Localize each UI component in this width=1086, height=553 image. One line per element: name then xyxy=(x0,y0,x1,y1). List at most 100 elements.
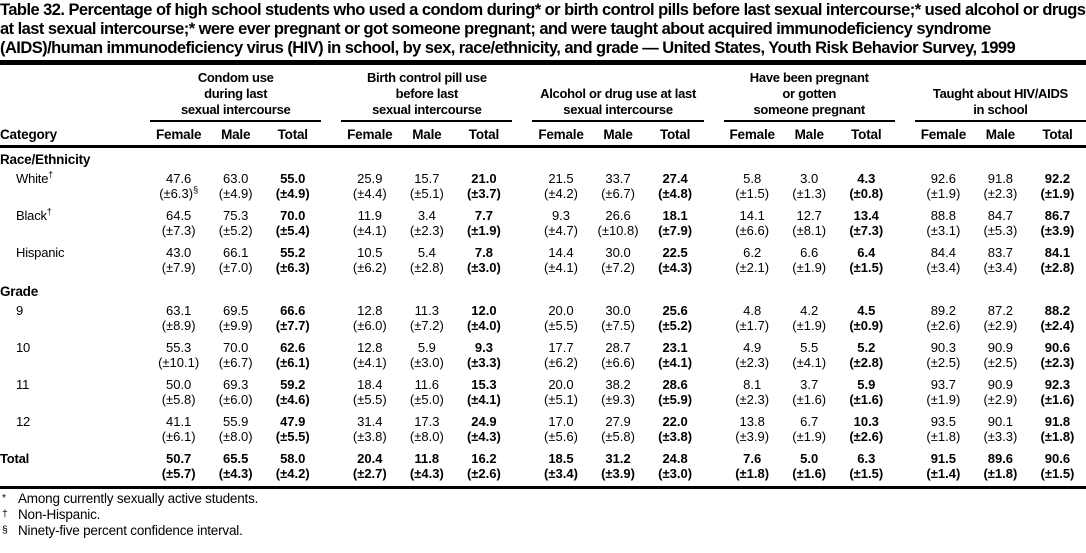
ci-cell: (±4.1) xyxy=(658,354,693,370)
value-cell: 89.6 xyxy=(987,450,1014,466)
ci-cell: (±2.5) xyxy=(983,354,1018,370)
ci-cell: (±6.7) xyxy=(601,185,635,201)
ci-cell: (±4.2) xyxy=(275,465,310,481)
ci-cell: (±5.3) xyxy=(983,222,1018,238)
ci-cell: (±2.3) xyxy=(735,354,770,370)
ci-cell: (±4.1) xyxy=(466,391,501,407)
value-cell: 4.5 xyxy=(857,302,876,318)
ci-cell: (±4.6) xyxy=(275,391,310,407)
ci-cell: (±6.3) xyxy=(275,259,310,275)
value-cell: 18.4 xyxy=(357,376,383,392)
value-cell: 12.0 xyxy=(471,302,497,318)
value-cell: 5.8 xyxy=(743,170,762,186)
ci-cell: (±7.9) xyxy=(658,222,693,238)
footnote-text: Non-Hispanic. xyxy=(18,506,101,522)
category-head-spacer xyxy=(0,67,150,121)
ci-cell: (±2.3) xyxy=(735,391,770,407)
value-cell: 92.3 xyxy=(1044,376,1071,392)
value-cell: 23.1 xyxy=(662,339,688,355)
ci-cell: (±1.9) xyxy=(792,428,827,444)
ci-cell: (±5.0) xyxy=(409,391,444,407)
row-hispanic: Hispanic 43.0 66.1 55.2 10.5 5.4 7.8 14.4 30.0 22… xyxy=(0,243,1086,260)
value-cell: 10.3 xyxy=(853,413,879,429)
ci-cell: (±4.1) xyxy=(792,354,827,370)
value-cell: 91.5 xyxy=(930,450,956,466)
ci-cell: (±1.3) xyxy=(792,185,827,201)
value-cell: 58.0 xyxy=(280,450,306,466)
value-cell: 69.3 xyxy=(223,376,249,392)
ci-cell: (±1.8) xyxy=(1040,428,1075,444)
table-title: Table 32. Percentage of high school stud… xyxy=(0,1,1086,57)
value-cell: 50.7 xyxy=(165,450,192,466)
ci-cell: (±1.8) xyxy=(735,465,770,481)
column-header-female: Female xyxy=(341,121,399,148)
column-group-taught-about-hiv-aids-in-school: Taught about HIV/AIDS in school xyxy=(914,67,1086,122)
ci-cell: (±3.8) xyxy=(658,428,693,444)
ci-cell: (±5.9) xyxy=(658,391,693,407)
row-label-black: Black† xyxy=(16,206,52,223)
ci-cell: (±0.8) xyxy=(849,185,884,201)
column-gap xyxy=(512,412,532,449)
ci-cell: (±4.1) xyxy=(544,259,578,275)
section-grade: Grade xyxy=(0,280,1086,301)
ci-cell: (±4.7) xyxy=(544,222,578,238)
ci-cell: (±5.2) xyxy=(658,317,693,333)
ci-cell: (±3.0) xyxy=(658,465,693,481)
ci-cell: (±7.2) xyxy=(409,317,444,333)
value-cell: 5.5 xyxy=(800,339,819,355)
value-cell: 13.8 xyxy=(739,413,765,429)
ci-cell: (±2.6) xyxy=(849,428,884,444)
column-gap xyxy=(704,169,724,206)
column-gap xyxy=(321,375,341,412)
title-divider xyxy=(0,60,1086,65)
value-cell: 86.7 xyxy=(1044,207,1071,223)
value-cell: 70.0 xyxy=(280,207,306,223)
ci-cell: (±5.5) xyxy=(352,391,387,407)
column-gap xyxy=(895,67,915,121)
column-header-total: Total xyxy=(455,121,513,148)
ci-cell: (±1.5) xyxy=(1040,465,1075,481)
value-cell: 4.3 xyxy=(857,170,876,186)
value-cell: 5.2 xyxy=(857,339,876,355)
value-cell: 92.2 xyxy=(1044,170,1071,186)
value-cell: 20.0 xyxy=(548,376,574,392)
value-cell: 12.7 xyxy=(796,207,822,223)
ci-cell: (±1.6) xyxy=(849,391,884,407)
ci-cell: (±2.8) xyxy=(1040,259,1075,275)
value-cell: 24.8 xyxy=(662,450,688,466)
value-cell: 21.0 xyxy=(471,170,497,186)
column-header-total: Total xyxy=(1028,121,1086,148)
column-gap xyxy=(321,206,341,243)
ci-cell: (±1.9) xyxy=(466,222,501,238)
column-header-total: Total xyxy=(837,121,895,148)
ci-cell: (±5.7) xyxy=(161,465,196,481)
value-cell: 17.3 xyxy=(414,413,440,429)
ci-cell: (±7.2) xyxy=(601,259,635,275)
ci-cell: (±2.9) xyxy=(983,391,1018,407)
column-header-male: Male xyxy=(207,121,265,148)
column-gap xyxy=(704,301,724,338)
value-cell: 8.1 xyxy=(743,376,762,392)
ci-cell: (±4.3) xyxy=(218,465,253,481)
ci-cell: (±1.5) xyxy=(735,185,770,201)
value-cell: 47.6 xyxy=(165,170,192,186)
column-gap xyxy=(512,243,532,280)
ci-cell: (±1.5) xyxy=(849,259,884,275)
ci-cell: (±1.9) xyxy=(926,391,961,407)
ci-cell: (±7.9) xyxy=(161,259,196,275)
column-header-female: Female xyxy=(723,121,781,148)
value-cell: 55.9 xyxy=(223,413,249,429)
ci-cell: (±3.1) xyxy=(926,222,961,238)
column-header-male: Male xyxy=(398,121,456,148)
column-header-total: Total xyxy=(264,121,322,148)
row-label-12: 12 xyxy=(16,413,31,429)
column-gap xyxy=(321,301,341,338)
footnote: * Among currently sexually active student… xyxy=(0,491,1086,507)
row-9-ci: (±8.9) (±9.9) (±7.7) (±6.0) (±7.2) (±4.0) (±5.… xyxy=(0,318,1086,338)
value-cell: 22.5 xyxy=(662,244,688,260)
value-cell: 11.6 xyxy=(414,376,440,392)
value-cell: 93.5 xyxy=(930,413,956,429)
ci-cell: (±2.3) xyxy=(409,222,444,238)
value-cell: 63.1 xyxy=(165,302,192,318)
value-cell: 20.4 xyxy=(357,450,383,466)
